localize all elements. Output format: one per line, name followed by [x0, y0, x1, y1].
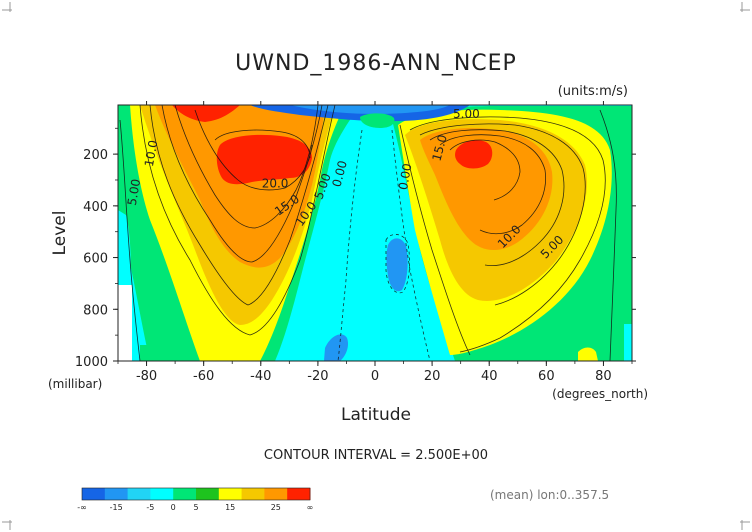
chart-title: UWND_1986-ANN_NCEP	[235, 51, 517, 76]
x-tick-label: -40	[250, 369, 271, 384]
x-tick-label: 0	[371, 369, 379, 384]
contour-lines	[119, 105, 617, 361]
legend-tick-label: -15	[110, 503, 123, 512]
nh-core	[455, 140, 493, 169]
contour-label: 0.00	[330, 159, 350, 188]
legend-tick-label: 0	[171, 503, 176, 512]
y-tick-label: 1000	[75, 355, 108, 370]
y-axis-units: (millibar)	[48, 377, 102, 391]
legend-swatch	[127, 488, 151, 500]
y-tick-label: 600	[83, 252, 108, 267]
legend-swatch	[196, 488, 220, 500]
x-tick-label: 20	[424, 369, 441, 384]
legend-swatch	[150, 488, 174, 500]
legend-frame	[81, 487, 311, 501]
easterly-pocket-mid	[386, 238, 408, 292]
nh-band-15-20	[420, 128, 553, 251]
contour-line	[161, 105, 323, 263]
contour-line	[119, 119, 141, 361]
y-axis: 200 400 600 800 1000	[75, 127, 636, 370]
contour-label: 0.00	[396, 162, 414, 191]
legend-swatch	[241, 488, 265, 500]
legend-swatch	[82, 488, 106, 500]
contour-line	[174, 105, 319, 229]
x-tick-label: -80	[136, 369, 157, 384]
x-tick-label: 60	[538, 369, 555, 384]
legend-tick-label: 25	[271, 503, 281, 512]
stratosphere-green-cap	[360, 113, 395, 128]
contour-line	[194, 109, 313, 191]
contour-line	[599, 109, 617, 361]
contour-interval-label: CONTOUR INTERVAL = 2.500E+00	[264, 448, 488, 463]
filled-contours	[118, 105, 632, 361]
x-axis-units: (degrees_north)	[552, 387, 648, 401]
contour-label: 15.0	[429, 133, 449, 162]
y-tick-label: 800	[83, 303, 108, 318]
x-tick-label: 80	[595, 369, 612, 384]
x-axis-title: Latitude	[341, 405, 411, 425]
x-axis: -80 -60 -40 -20 0 20 40 60 80	[117, 101, 633, 384]
contour-label: 5.00	[125, 178, 143, 207]
contour-label: 20.0	[262, 177, 289, 191]
contour-line	[149, 105, 329, 306]
color-legend: -∞ -15 -5 0 5 15 25 ∞	[77, 487, 314, 512]
contour-line	[399, 124, 471, 356]
contour-line	[139, 105, 336, 336]
contour-line	[214, 129, 311, 159]
easterly-pocket-low	[324, 334, 349, 361]
legend-swatch	[173, 488, 197, 500]
contour-line	[439, 134, 546, 235]
contour-line	[429, 129, 565, 266]
legend-tick-label: ∞	[307, 503, 314, 512]
y-axis-title: Level	[50, 211, 70, 256]
legend-tick-label: -5	[146, 503, 154, 512]
legend-swatch	[104, 488, 129, 500]
tropical-easterly-top-2	[290, 105, 450, 114]
sh-missing-data	[118, 285, 132, 361]
units-label: (units:m/s)	[558, 84, 628, 99]
footer-mean-label: (mean) lon:0..357.5	[490, 488, 609, 502]
contour-line	[449, 139, 521, 201]
legend-swatch	[264, 488, 288, 500]
sh-core	[216, 134, 312, 185]
legend-swatch	[287, 488, 311, 500]
sh-top-core	[172, 105, 240, 122]
nh-polar-fringe	[624, 324, 632, 361]
contour-line	[419, 123, 586, 306]
legend-tick-label: -∞	[77, 503, 87, 512]
sh-green-floor	[140, 345, 172, 361]
y-tick-label: 400	[83, 200, 108, 215]
contour-label: 5.00	[453, 107, 480, 121]
legend-tick-label: 5	[193, 503, 198, 512]
x-tick-label: -20	[307, 369, 328, 384]
contour-line	[409, 116, 606, 353]
contour-line	[337, 129, 363, 361]
x-tick-label: -60	[193, 369, 214, 384]
legend-swatch	[218, 488, 243, 500]
y-tick-label: 200	[83, 148, 108, 163]
nh-surface-yellow	[578, 347, 598, 361]
legend-tick-label: 15	[225, 503, 235, 512]
x-tick-label: 40	[481, 369, 498, 384]
contour-label: 10.0	[142, 139, 160, 168]
contour-line	[385, 234, 410, 294]
